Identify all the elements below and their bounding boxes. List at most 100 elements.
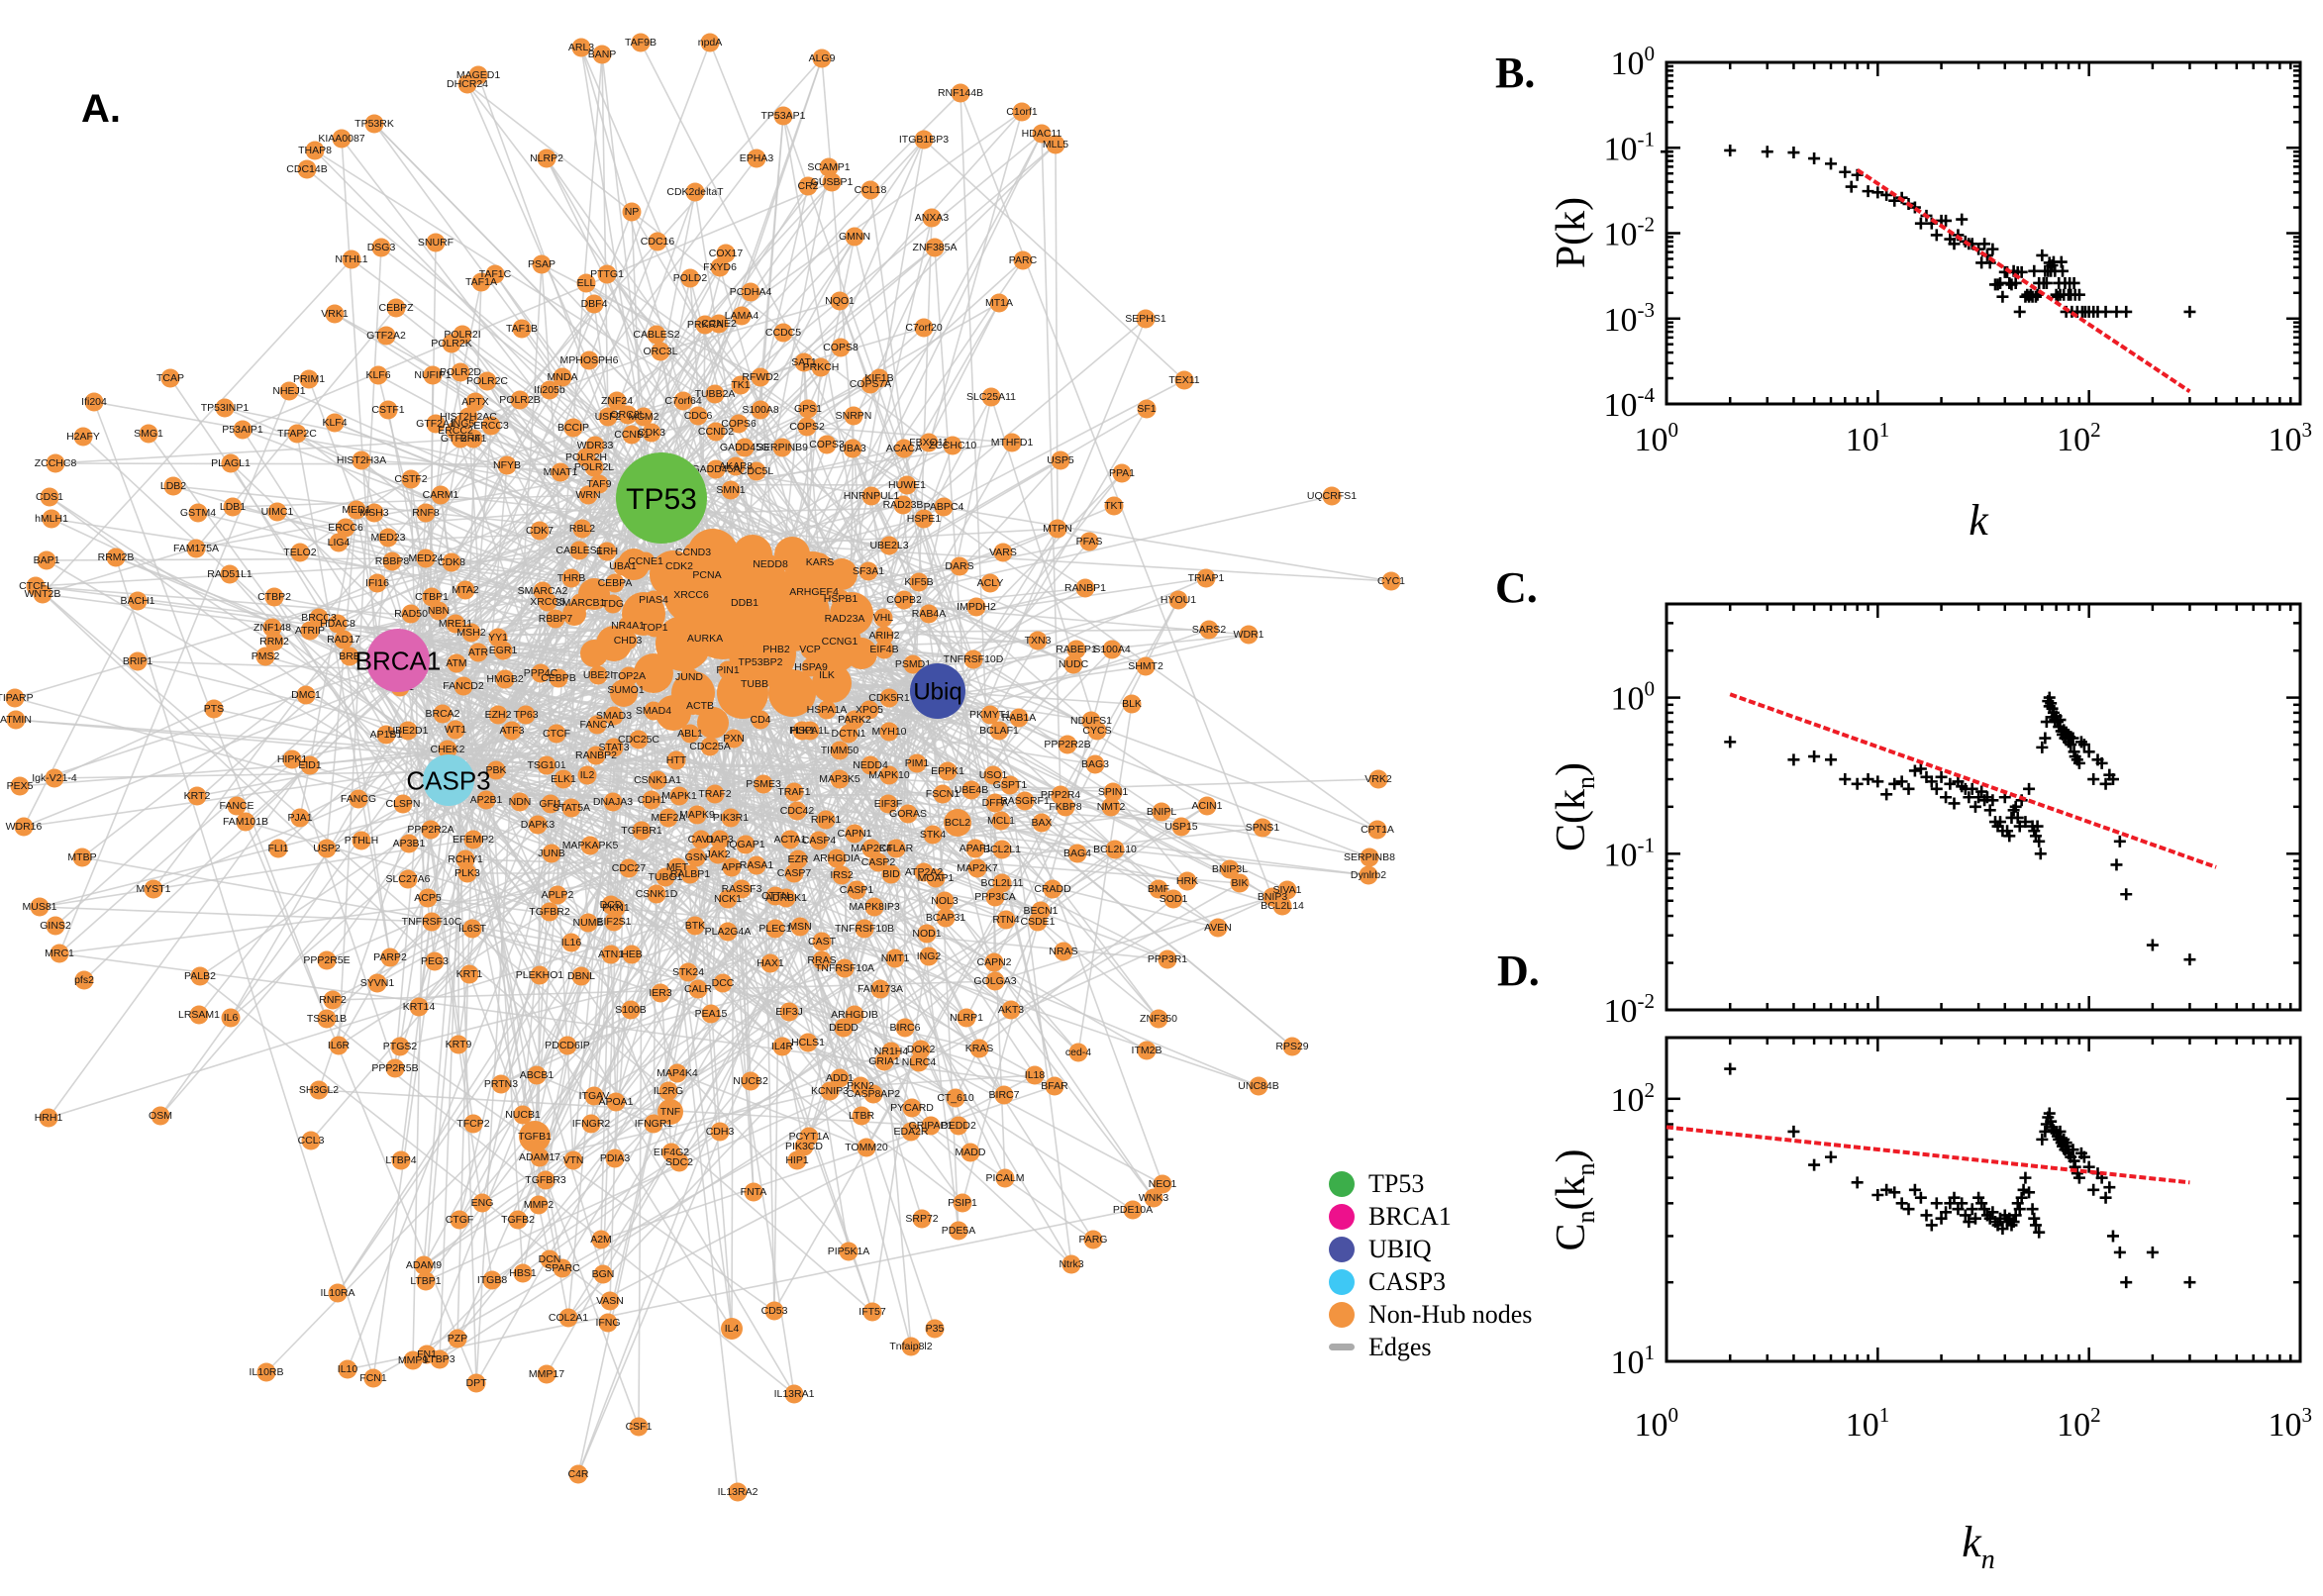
network-node[interactable] [538,592,557,612]
network-node[interactable] [787,801,807,821]
network-node[interactable] [648,232,667,251]
network-node[interactable] [686,848,706,867]
network-node[interactable] [731,375,751,395]
network-node[interactable] [809,831,829,850]
network-node[interactable] [528,815,548,835]
network-node[interactable] [790,917,810,937]
network-node[interactable] [914,318,934,338]
network-node[interactable] [380,948,400,967]
network-node[interactable] [827,848,847,868]
network-node[interactable] [367,573,387,593]
network-node[interactable] [894,439,914,458]
network-node[interactable] [878,794,898,814]
network-node[interactable] [735,593,755,613]
network-node[interactable] [267,502,287,522]
network-node[interactable] [747,149,766,168]
network-node[interactable] [563,418,583,438]
network-node[interactable] [386,298,406,318]
network-node[interactable] [751,367,770,387]
network-node[interactable] [561,568,581,588]
network-node[interactable] [919,433,939,452]
network-node[interactable] [317,839,337,858]
network-node[interactable] [800,640,820,659]
network-node[interactable] [262,618,282,638]
network-node[interactable] [680,724,700,744]
network-node[interactable] [632,821,652,841]
network-node[interactable] [772,438,792,457]
network-node[interactable] [923,825,943,845]
network-node[interactable] [328,614,348,634]
network-node[interactable] [571,38,591,57]
network-node[interactable] [378,528,398,548]
network-node[interactable] [710,257,730,277]
network-node[interactable] [741,282,760,302]
network-node[interactable] [736,835,756,854]
network-node[interactable] [598,407,618,427]
network-node[interactable] [642,423,661,443]
network-node[interactable] [919,604,939,624]
network-node[interactable] [570,593,590,613]
network-node[interactable] [658,808,678,828]
network-node[interactable] [547,724,566,744]
network-node[interactable] [989,293,1009,313]
network-node[interactable] [874,626,894,646]
network-node[interactable] [1043,879,1062,899]
network-node[interactable] [14,817,34,837]
network-node[interactable] [227,796,247,816]
network-node[interactable] [773,323,793,343]
network-node[interactable] [839,724,858,744]
network-node[interactable] [936,908,956,928]
network-node[interactable] [455,580,475,600]
network-node[interactable] [279,381,299,401]
network-node[interactable] [879,765,899,785]
network-node[interactable] [831,589,851,609]
network-node[interactable] [648,770,667,790]
network-node[interactable] [485,264,505,284]
network-node[interactable] [128,591,148,611]
network-node[interactable] [1174,370,1194,390]
network-node[interactable] [584,457,604,477]
network-node[interactable] [586,746,606,765]
network-node[interactable] [139,424,158,444]
network-node[interactable] [794,352,814,372]
network-node[interactable] [401,469,421,489]
network-node[interactable] [773,106,793,126]
network-node[interactable] [695,315,715,335]
network-node[interactable] [845,227,864,247]
network-node[interactable] [486,760,506,780]
network-node[interactable] [622,202,642,222]
network-node[interactable] [721,808,741,828]
network-node[interactable] [45,768,64,788]
network-node[interactable] [797,417,817,437]
network-node[interactable] [398,721,418,741]
network-node[interactable] [325,304,345,324]
network-node[interactable] [187,786,207,806]
network-node[interactable] [634,407,654,427]
network-node[interactable] [963,649,983,669]
network-node[interactable] [983,765,1003,785]
network-node[interactable] [347,500,366,520]
network-node[interactable] [352,831,371,850]
network-node[interactable] [618,631,638,650]
network-node[interactable] [160,368,180,388]
network-node[interactable] [618,616,638,636]
network-node[interactable] [446,614,465,634]
network-node[interactable] [597,264,617,284]
network-node[interactable] [860,755,880,775]
network-node[interactable] [735,438,755,457]
network-node[interactable] [926,868,946,888]
network-node[interactable] [1000,775,1020,795]
network-node[interactable] [367,973,387,993]
network-node[interactable] [378,400,398,420]
network-node[interactable] [578,485,598,505]
network-node[interactable] [710,830,730,849]
network-node[interactable] [352,450,371,470]
network-node[interactable] [680,268,700,288]
network-node[interactable] [463,429,483,449]
network-node[interactable] [588,665,608,685]
network-node[interactable] [463,830,483,849]
network-node[interactable] [705,384,725,404]
network-node[interactable] [751,400,770,420]
network-node[interactable] [297,159,317,179]
network-node[interactable] [1136,309,1156,329]
